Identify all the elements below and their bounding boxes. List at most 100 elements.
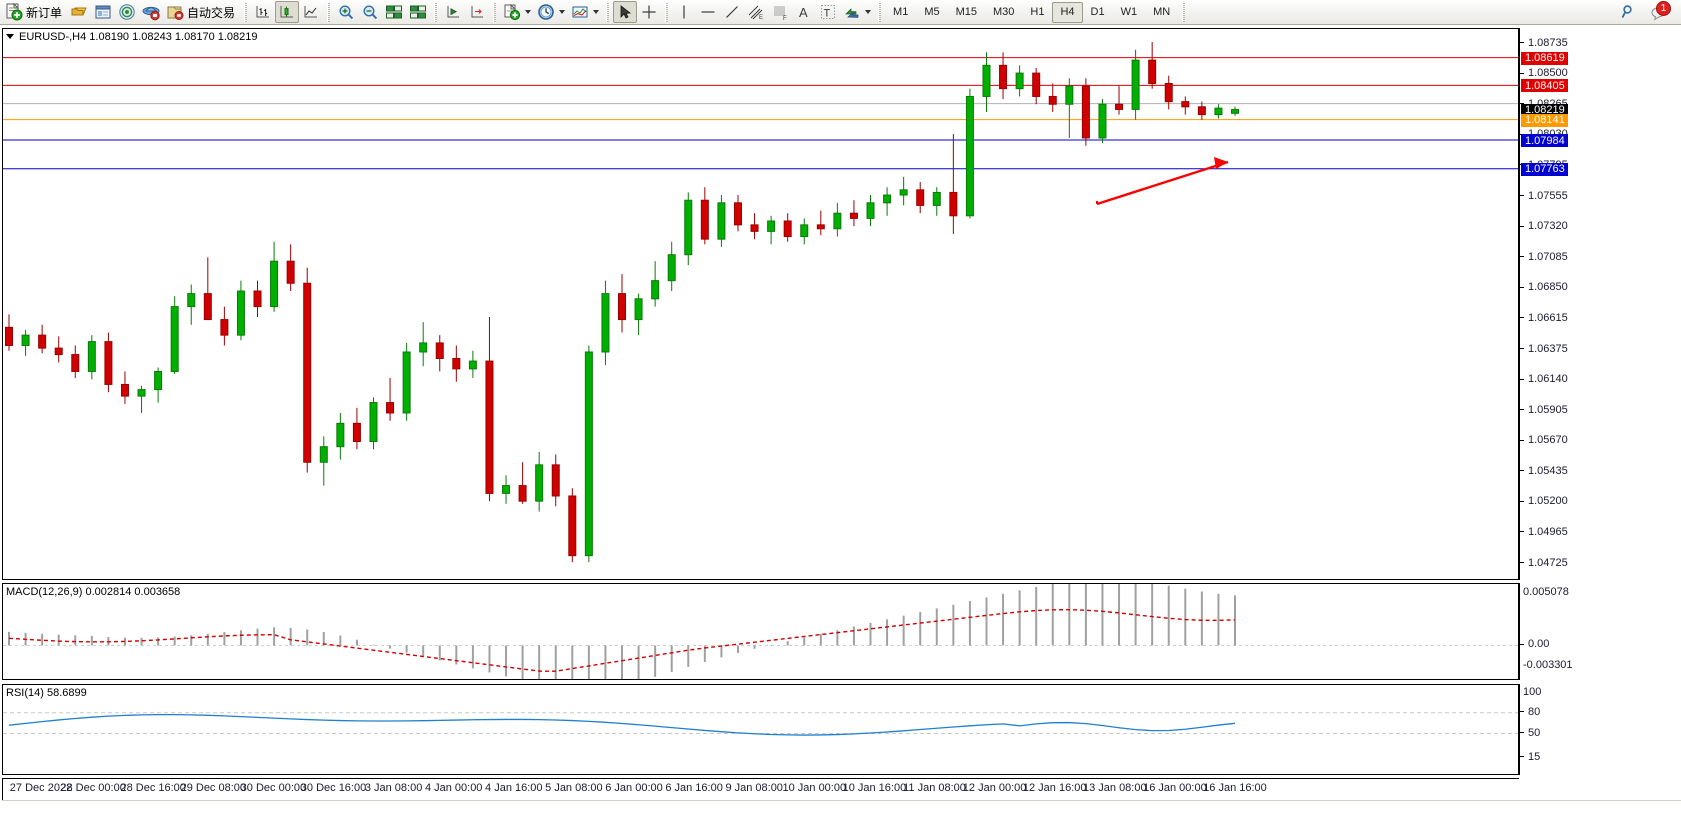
price-tick-label: 1.07555 xyxy=(1528,189,1568,202)
zoom-in-button[interactable] xyxy=(334,1,358,23)
tick-mark xyxy=(1520,732,1524,733)
fibonacci-button[interactable]: F xyxy=(768,1,792,23)
chevron-down-icon[interactable] xyxy=(865,10,872,14)
new-order-icon xyxy=(5,3,23,21)
price-level-label-support-line[interactable]: 1.07984 xyxy=(1521,134,1568,148)
tile-windows-button-2[interactable] xyxy=(406,1,430,23)
tick-mark xyxy=(1520,42,1524,44)
text-label-button[interactable]: T xyxy=(816,1,840,23)
price-level-label-pivot-line[interactable]: 1.08141 xyxy=(1521,113,1568,127)
time-axis[interactable]: 27 Dec 2022 28 Dec 00:00 28 Dec 16:00 29 De… xyxy=(2,778,1519,800)
time-tick-label: 5 Jan 08:00 xyxy=(545,782,603,794)
clock-icon xyxy=(537,3,555,21)
zoom-out-icon xyxy=(361,3,379,21)
timeframe-m30-button[interactable]: M30 xyxy=(993,6,1015,18)
timeframe-m5-button[interactable]: M5 xyxy=(924,6,940,18)
shapes-button[interactable] xyxy=(840,1,874,23)
price-level-label-resistance-line[interactable]: 1.08405 xyxy=(1521,79,1568,93)
equidistant-channel-button[interactable]: E xyxy=(744,1,768,23)
chevron-down-icon[interactable] xyxy=(593,10,600,14)
rsi-axis[interactable]: 100 80 50 15 xyxy=(1519,684,1681,775)
periods-button[interactable] xyxy=(534,1,568,23)
autotrading-icon xyxy=(166,3,184,21)
price-tick: 1.06375 xyxy=(1520,343,1568,355)
chart-canvas-area[interactable]: EURUSD-,H4 1.08190 1.08243 1.08170 1.082… xyxy=(0,25,1681,815)
price-level-label-support-line[interactable]: 1.07763 xyxy=(1521,162,1568,176)
chevron-down-icon[interactable] xyxy=(559,10,566,14)
zoom-out-button[interactable] xyxy=(358,1,382,23)
price-level-label-last-price[interactable]: 1.08219 xyxy=(1521,103,1568,117)
rsi-line xyxy=(8,713,1236,736)
expert-advisors-button[interactable] xyxy=(67,1,91,23)
price-pane[interactable]: EURUSD-,H4 1.08190 1.08243 1.08170 1.082… xyxy=(2,28,1519,580)
signal-radar-icon xyxy=(118,3,136,21)
chevron-down-icon[interactable] xyxy=(6,34,14,39)
new-order-button[interactable]: 新订单 xyxy=(2,1,67,23)
price-chart-svg xyxy=(3,41,1518,563)
trendline-button[interactable] xyxy=(720,1,744,23)
rsi-tick-label: 100 xyxy=(1523,686,1542,698)
auto-scroll-button[interactable] xyxy=(441,1,465,23)
zoom-in-icon xyxy=(337,3,355,21)
chart-shift-button[interactable] xyxy=(465,1,489,23)
symbol-header[interactable]: EURUSD-,H4 1.08190 1.08243 1.08170 1.082… xyxy=(3,29,258,44)
price-level-label-resistance-line[interactable]: 1.08619 xyxy=(1521,51,1568,65)
tick-mark xyxy=(1520,439,1524,441)
timeframe-w1-button[interactable]: W1 xyxy=(1120,6,1138,18)
indicators-button[interactable] xyxy=(500,1,534,23)
timeframe-h1-button[interactable]: H1 xyxy=(1030,6,1045,18)
search-button[interactable] xyxy=(1617,1,1641,23)
tick-mark xyxy=(1520,256,1524,258)
time-tick-label: 30 Dec 00:00 xyxy=(240,782,307,794)
macd-axis[interactable]: 0.005078 0.00 -0.003301 xyxy=(1519,583,1681,680)
macd-pane[interactable]: MACD(12,26,9) 0.002814 0.003658 xyxy=(2,583,1519,680)
horizontal-line-button[interactable] xyxy=(696,1,720,23)
tile-windows-icon xyxy=(385,3,403,21)
shapes-arrows-icon xyxy=(843,3,861,21)
cursor-button[interactable] xyxy=(613,1,638,23)
price-tick-label: 1.05670 xyxy=(1528,434,1568,447)
crosshair-button[interactable] xyxy=(637,1,661,23)
timeframe-mn-button[interactable]: MN xyxy=(1153,6,1171,18)
signals-button[interactable] xyxy=(115,1,139,23)
notifications-badge: 1 xyxy=(1656,1,1671,16)
price-tick: 1.07555 xyxy=(1520,190,1568,202)
macd-tick-label: -0.003301 xyxy=(1523,659,1573,671)
price-axis[interactable]: 1.087351.085001.082651.080301.077951.075… xyxy=(1519,28,1681,580)
tile-windows-button[interactable] xyxy=(382,1,406,23)
tick-mark xyxy=(1520,409,1524,411)
toolbar-separator xyxy=(665,2,669,22)
notifications-button[interactable]: 1 xyxy=(1647,1,1671,23)
time-tick-label: 12 Jan 16:00 xyxy=(1022,782,1087,794)
vertical-line-button[interactable] xyxy=(672,1,696,23)
line-chart-button[interactable] xyxy=(299,1,323,23)
macd-chart-svg xyxy=(3,584,1518,679)
bar-chart-button[interactable] xyxy=(251,1,275,23)
candlestick-icon xyxy=(278,3,296,21)
timeframe-d1-button[interactable]: D1 xyxy=(1090,6,1105,18)
price-tick-label: 1.07320 xyxy=(1528,220,1568,233)
autotrading-button[interactable]: 自动交易 xyxy=(163,1,240,23)
tick-mark xyxy=(1520,643,1524,645)
toolbar-separator xyxy=(244,2,248,22)
timeframe-h4-button[interactable]: H4 xyxy=(1052,1,1083,23)
rsi-pane[interactable]: RSI(14) 58.6899 xyxy=(2,684,1519,775)
market-hat-icon xyxy=(142,3,160,21)
tick-mark xyxy=(1520,500,1524,502)
text-button[interactable]: A xyxy=(792,1,816,23)
timeframe-m1-button[interactable]: M1 xyxy=(893,6,909,18)
macd-signal-line xyxy=(8,608,1236,672)
price-tick: 1.04965 xyxy=(1520,526,1568,538)
rsi-header: RSI(14) 58.6899 xyxy=(3,685,87,700)
terminal-button[interactable] xyxy=(91,1,115,23)
rsi-tick-label: 15 xyxy=(1528,750,1541,763)
time-tick-label: 30 Dec 16:00 xyxy=(300,782,367,794)
templates-button[interactable] xyxy=(568,1,602,23)
candlestick-chart-button[interactable] xyxy=(275,1,300,23)
macd-tick: 0.005078 xyxy=(1520,586,1569,598)
timeframe-m15-button[interactable]: M15 xyxy=(955,6,977,18)
horizontal-line-icon xyxy=(699,3,717,21)
chevron-down-icon[interactable] xyxy=(525,10,532,14)
tick-mark xyxy=(1520,378,1524,380)
market-button[interactable] xyxy=(139,1,163,23)
